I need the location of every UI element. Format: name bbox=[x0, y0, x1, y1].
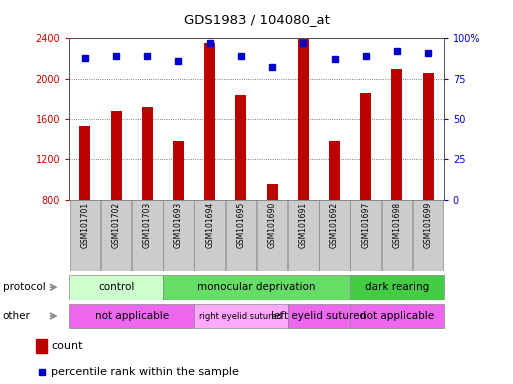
Bar bbox=[267, 184, 278, 200]
Bar bbox=[235, 95, 246, 200]
Text: not applicable: not applicable bbox=[360, 311, 434, 321]
Bar bbox=[69, 304, 194, 328]
Text: right eyelid sutured: right eyelid sutured bbox=[200, 311, 283, 321]
Bar bbox=[101, 200, 131, 271]
Bar bbox=[142, 107, 153, 200]
Bar bbox=[350, 275, 444, 300]
Text: GSM101692: GSM101692 bbox=[330, 202, 339, 248]
Bar bbox=[350, 200, 381, 271]
Text: GSM101694: GSM101694 bbox=[205, 202, 214, 248]
Text: count: count bbox=[51, 341, 83, 351]
Text: GSM101699: GSM101699 bbox=[424, 202, 432, 248]
Bar bbox=[70, 200, 100, 271]
Text: control: control bbox=[98, 282, 134, 292]
Bar bbox=[194, 304, 288, 328]
Bar bbox=[413, 200, 443, 271]
Bar bbox=[111, 111, 122, 200]
Text: not applicable: not applicable bbox=[94, 311, 169, 321]
Bar bbox=[319, 200, 350, 271]
Bar bbox=[163, 200, 194, 271]
Text: GSM101703: GSM101703 bbox=[143, 202, 152, 248]
Text: GSM101690: GSM101690 bbox=[268, 202, 277, 248]
Text: GSM101697: GSM101697 bbox=[361, 202, 370, 248]
Text: GSM101701: GSM101701 bbox=[81, 202, 89, 248]
Bar bbox=[132, 200, 163, 271]
Bar bbox=[204, 43, 215, 200]
Bar bbox=[391, 69, 402, 200]
Text: protocol: protocol bbox=[3, 282, 45, 292]
Bar bbox=[329, 141, 340, 200]
Bar bbox=[382, 200, 412, 271]
Text: GSM101695: GSM101695 bbox=[236, 202, 245, 248]
Bar bbox=[360, 93, 371, 200]
Bar bbox=[173, 141, 184, 200]
Text: percentile rank within the sample: percentile rank within the sample bbox=[51, 367, 239, 377]
Bar bbox=[226, 200, 256, 271]
Bar bbox=[80, 126, 90, 200]
Bar bbox=[69, 275, 163, 300]
Bar bbox=[163, 275, 350, 300]
Text: left eyelid sutured: left eyelid sutured bbox=[271, 311, 366, 321]
Text: GSM101702: GSM101702 bbox=[111, 202, 121, 248]
Text: GSM101698: GSM101698 bbox=[392, 202, 402, 248]
Bar bbox=[288, 200, 319, 271]
Text: dark rearing: dark rearing bbox=[365, 282, 429, 292]
Text: monocular deprivation: monocular deprivation bbox=[198, 282, 315, 292]
Bar bbox=[350, 304, 444, 328]
Bar bbox=[423, 73, 433, 200]
Bar bbox=[298, 40, 309, 200]
Bar bbox=[36, 339, 47, 353]
Text: other: other bbox=[3, 311, 30, 321]
Text: GSM101693: GSM101693 bbox=[174, 202, 183, 248]
Bar bbox=[194, 200, 225, 271]
Bar bbox=[288, 304, 350, 328]
Text: GSM101691: GSM101691 bbox=[299, 202, 308, 248]
Bar bbox=[257, 200, 287, 271]
Text: GDS1983 / 104080_at: GDS1983 / 104080_at bbox=[184, 13, 329, 26]
